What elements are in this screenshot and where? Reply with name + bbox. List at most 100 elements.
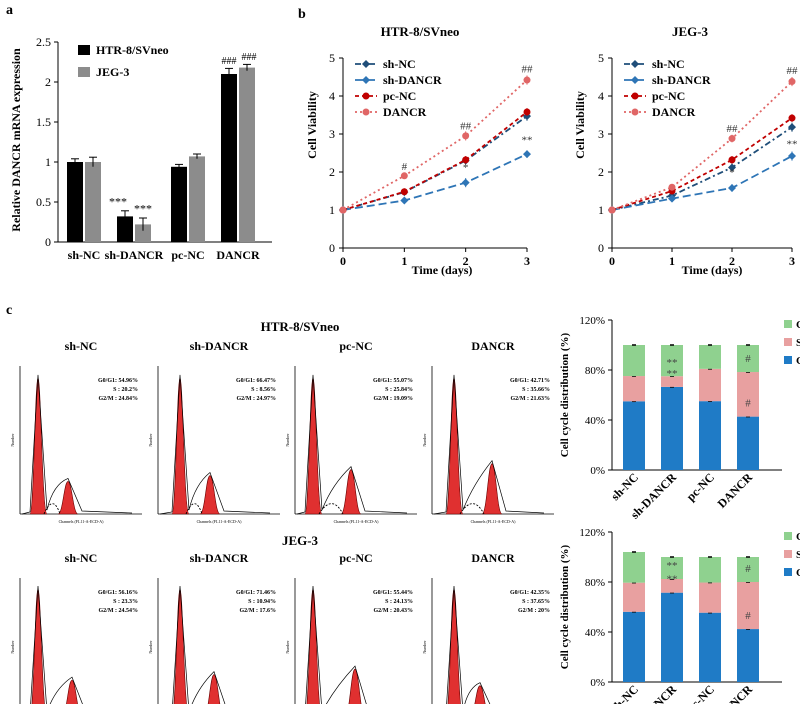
b-legend-label: DANCR [652,105,696,119]
stack-annotation: # [745,563,751,575]
b-legend-marker [631,76,639,84]
b-annotation: * [729,167,735,179]
b-ytick-label: 2 [598,165,604,179]
hist-stat: S : 23.3% [113,599,138,605]
hist-stat: S : 24.13% [385,599,413,605]
legend-label-htr: HTR-8/SVneo [96,43,169,57]
b-annotation: ## [460,120,472,132]
stack-category-label: sh-NC [608,470,641,503]
b-point [728,156,736,164]
b-point [608,206,616,214]
a-bar [67,162,83,242]
b-series-line [342,115,528,211]
g1-peak [447,588,461,704]
stack-segment [737,372,759,417]
b-point [400,188,408,196]
stack-category-label: sh-NC [608,682,641,704]
g2m-peak [199,475,221,515]
stack-segment [699,368,721,402]
stack-annotation: # [745,353,751,365]
stack-segment [623,401,645,470]
stack-legend-label: G0/G1 [796,355,800,367]
b-xtick-label: 1 [669,254,675,268]
stack-legend-swatch [784,532,792,540]
stack-segment [699,345,721,369]
panel-c-stacked-bar-htr: Cell cycle distribution (%) 0% 40% 80% 120% s… [559,315,800,522]
hist-stat: G2/M : 20% [518,608,550,614]
hist-title: sh-NC [65,551,98,565]
panel-label-c: c [6,303,12,318]
hist-title: sh-NC [65,339,98,353]
hist-ylabel: Number [148,433,153,447]
stack-annotation: ** [667,368,678,380]
legend-label-jeg: JEG-3 [96,65,129,79]
b-point [668,194,676,203]
hist-title: sh-DANCR [190,339,249,353]
a-category-label: DANCR [216,248,260,262]
stack-segment [623,345,645,377]
a-annotation: ### [222,56,237,67]
stack-legend-label: G2/M [796,531,800,543]
g1-peak [306,588,320,704]
hist-stat: G0/G1: 56.16% [98,590,138,596]
b-annotation: ** [787,138,798,150]
b-ytick-label: 1 [329,203,335,217]
panel-a-ylabel: Relative DANCR mRNA expression [9,48,23,232]
b-xtick-label: 2 [463,254,469,268]
stack-segment [699,612,721,682]
b-legend-marker [631,108,639,116]
b-point [788,114,796,122]
a-bar [117,216,133,242]
hist-stat: G0/G1: 42.71% [510,378,550,384]
stack-legend-swatch [784,320,792,328]
g1-peak [29,377,48,515]
s-phase [318,503,344,515]
hist-ylabel: Number [285,640,290,654]
b-series-line [611,117,793,211]
flow-histogram: sh-NC Number Channels (FL11-A-ECD-A) G0/G1:… [10,339,142,524]
b-legend-label: sh-NC [652,57,685,71]
panel-c-stacked-bar-jeg: Cell cycle distribution (%) 0% 40% 80% 120% s… [559,527,800,704]
b-legend-marker [362,76,370,84]
hist-ylabel: Number [285,433,290,447]
g2m-peak [348,668,362,704]
hist-envelope [296,374,408,515]
stack-legend-swatch [784,338,792,346]
hist-ylabel: Number [422,640,427,654]
b-ytick-label: 4 [329,89,335,103]
hist-ylabel: Number [10,640,15,654]
b-ytick-label: 3 [329,127,335,141]
a-bar [171,166,187,242]
a-bar [85,162,101,242]
hist-stat: S : 20.2% [113,387,138,393]
hist-stat: G2/M : 20.43% [374,608,414,614]
hist-title: DANCR [471,339,515,353]
b-xtick-label: 0 [609,254,615,268]
panel-b-xlabel-htr: Time (days) [412,263,473,277]
stack-segment [661,376,683,387]
legend-swatch-jeg [78,67,90,77]
hist-stat: G0/G1: 54.96% [98,378,138,384]
stack-ytick-label: 80% [585,365,605,377]
panel-b-line-chart-htr: HTR-8/SVneo Cell Viability Time (days) 0… [305,24,533,277]
stack-ytick-label: 40% [585,415,605,427]
b-point [728,183,736,192]
hist-xlabel: Channels (FL11-A-ECD-A) [197,519,243,524]
b-point [523,108,531,116]
a-annotation: *** [109,194,127,208]
stack-segment [623,582,645,612]
a-ytick-label: 2 [45,75,51,89]
stack-category-label: DANCR [715,682,756,704]
stack-category-label: pc-NC [684,682,717,704]
hist-stat: G2/M : 21.63% [511,396,551,402]
g2m-peak [207,674,221,704]
stack-annotation: ** [667,357,678,369]
stack-annotation: ** [667,574,678,586]
b-legend-marker [362,108,370,116]
flow-histogram: DANCR Number Channels (FL11-A-ECD-A) G0/G1:… [422,339,554,524]
stack-segment [699,557,721,583]
